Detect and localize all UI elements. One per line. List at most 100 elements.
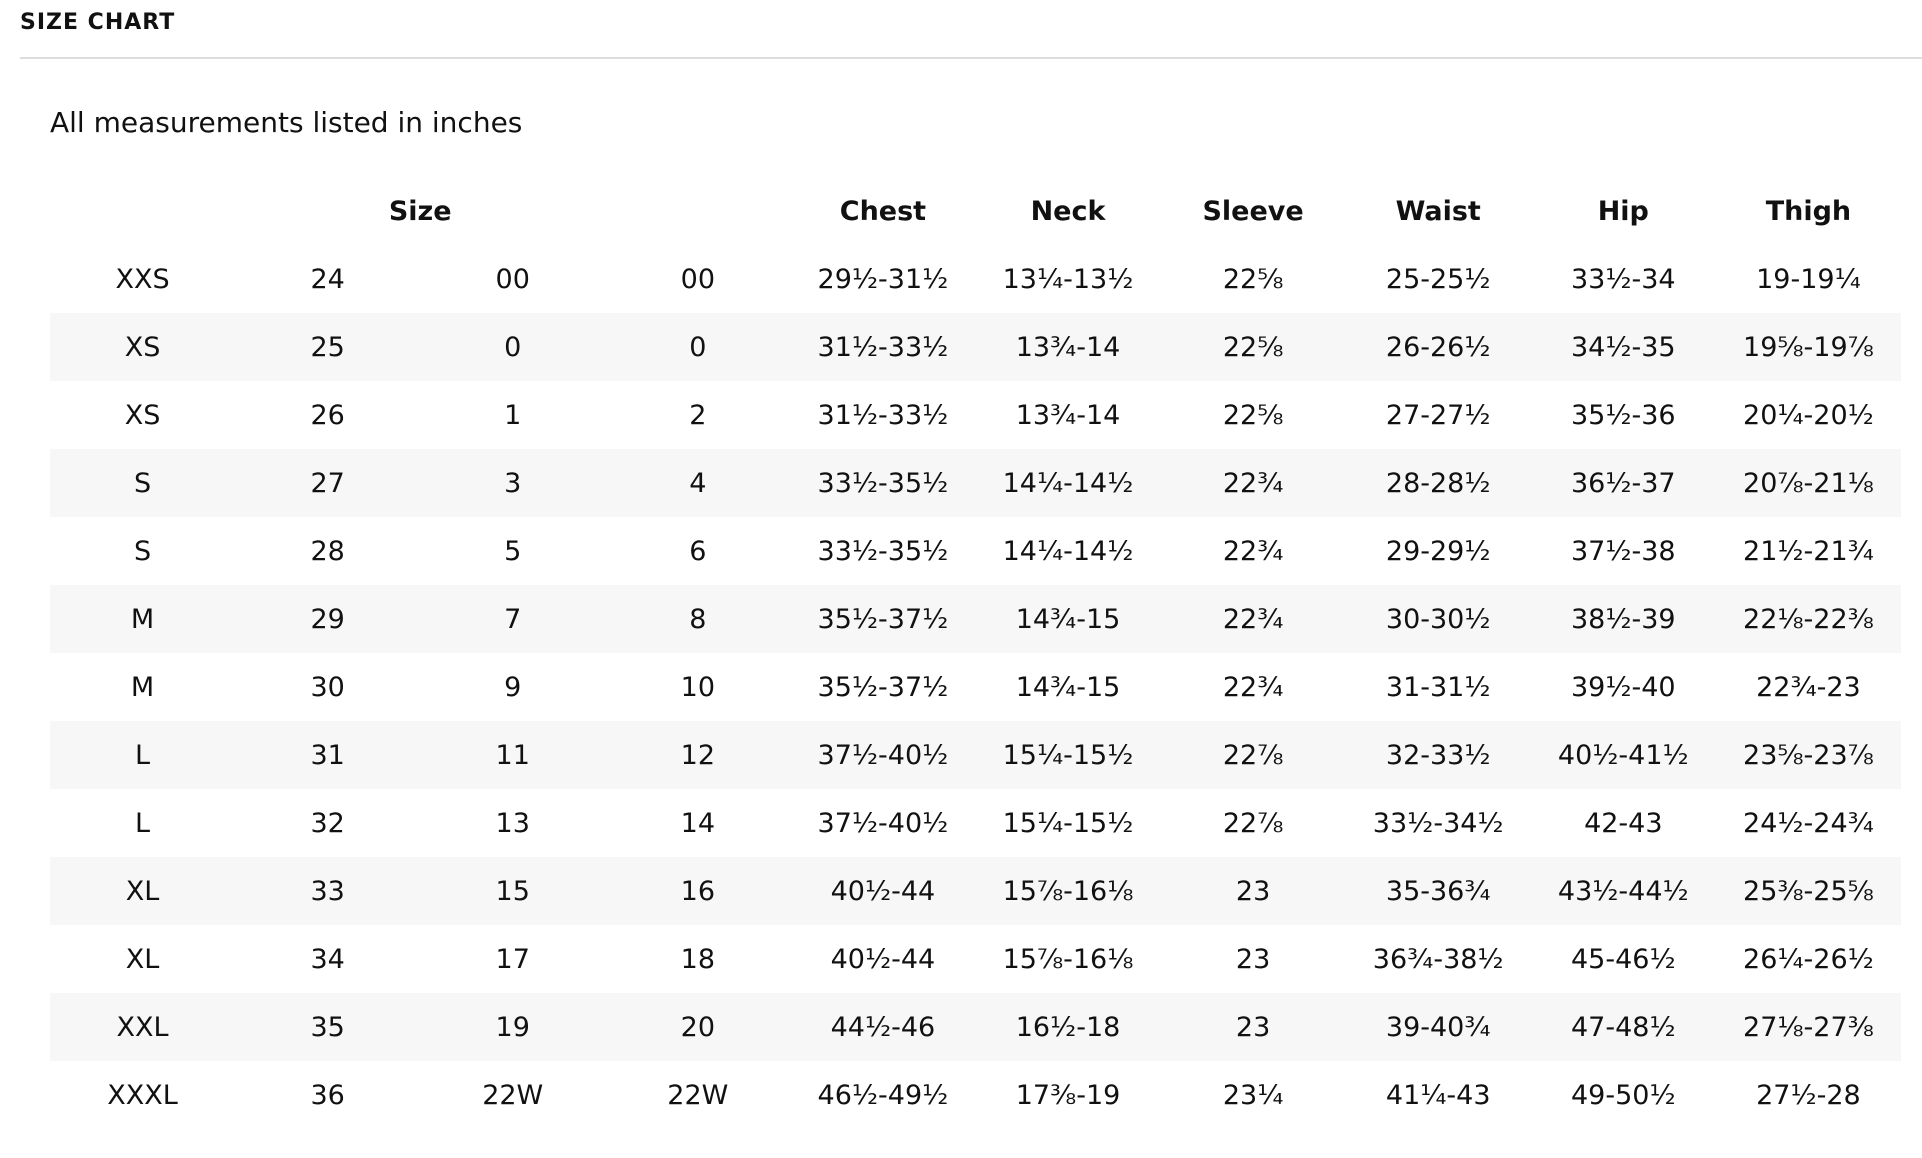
cell: 40½-41½ [1557,739,1689,771]
cell: 7 [504,603,522,635]
table-body: XXS 24 00 00 29½-31½ 13¼-13½ 22⅝ 25-25½ 33½-34 19… [50,245,1901,1129]
size-row: S 28 5 6 33½-35½ 14¼-14½ 22¾ 29-29½ 37½-38 21½-21… [50,517,1901,585]
cell: 0 [689,331,707,363]
cell: 30 [310,671,345,703]
size-row: M 29 7 8 35½-37½ 14¾-15 22¾ 30-30½ 38½-39 22⅛-22⅜ [50,585,1901,653]
cell: 00 [680,263,715,295]
cell: 14 [680,807,715,839]
cell: 33½-35½ [817,535,949,567]
cell: 4 [689,467,707,499]
cell: 13¾-14 [1015,399,1121,431]
cell: 25 [310,331,345,363]
cell: 36 [310,1079,345,1111]
cell: 8 [689,603,707,635]
cell: 24 [310,263,345,295]
cell: 10 [680,671,715,703]
size-row: XS 25 0 0 31½-33½ 13¾-14 22⅝ 26-26½ 34½-35 19⅝-19… [50,313,1901,381]
cell: 35½-37½ [817,671,949,703]
cell: 37½-40½ [817,807,949,839]
cell: 41¼-43 [1385,1079,1491,1111]
cell: 16½-18 [1015,1011,1121,1043]
cell: 14¾-15 [1015,603,1121,635]
cell: 28 [310,535,345,567]
cell: 15 [495,875,530,907]
cell: 20⅞-21⅛ [1743,467,1874,499]
column-header: Hip [1597,195,1649,227]
cell: 1 [504,399,522,431]
cell: 22⅝ [1222,331,1284,363]
cell: 23 [1235,943,1271,975]
cell: 32-33½ [1385,739,1491,771]
cell: 22⅞ [1222,739,1284,771]
cell: 20¼-20½ [1743,399,1874,431]
cell: 2 [689,399,707,431]
cell: 25-25½ [1385,263,1491,295]
size-row: S 27 3 4 33½-35½ 14¼-14½ 22¾ 28-28½ 36½-37 20⅞-21… [50,449,1901,517]
cell: M [130,603,155,635]
cell: 22¾ [1222,603,1284,635]
divider [20,57,1922,59]
cell: 47-48½ [1570,1011,1676,1043]
cell: 22⅝ [1222,399,1284,431]
cell: 9 [504,671,522,703]
cell: 29-29½ [1385,535,1491,567]
cell: XXL [116,1011,169,1043]
size-row: M 30 9 10 35½-37½ 14¾-15 22¾ 31-31½ 39½-40 22¾-23 [50,653,1901,721]
cell: 14¼-14½ [1002,535,1134,567]
cell: XS [124,399,161,431]
cell: S [133,535,152,567]
cell: XL [125,943,160,975]
cell: 36½-37 [1570,467,1676,499]
cell: 13 [495,807,530,839]
cell: S [133,467,152,499]
cell: 31½-33½ [817,399,949,431]
table-head: Size Chest Neck Sleeve Waist Hip Thigh [50,177,1901,245]
cell: 22¾-23 [1756,671,1861,703]
cell: 27-27½ [1385,399,1491,431]
header-row: Size Chest Neck Sleeve Waist Hip Thigh [50,177,1901,245]
cell: 37½-38 [1570,535,1676,567]
cell: L [135,807,151,839]
cell: 22⅝ [1222,263,1284,295]
cell: 20 [680,1011,715,1043]
cell: 44½-46 [830,1011,936,1043]
cell: 26-26½ [1385,331,1491,363]
cell: 35½-37½ [817,603,949,635]
cell: 15¼-15½ [1002,807,1134,839]
cell: 22¾ [1222,671,1284,703]
cell: 17 [495,943,530,975]
cell: 0 [504,331,522,363]
cell: 27½-28 [1756,1079,1861,1111]
cell: XXS [115,263,170,295]
cell: 23¼ [1222,1079,1284,1111]
column-header: Size [388,195,452,227]
cell: 35 [310,1011,345,1043]
cell: 00 [495,263,530,295]
cell: 14¼-14½ [1002,467,1134,499]
cell: 18 [680,943,715,975]
cell: 11 [495,739,530,771]
cell: 13¾-14 [1015,331,1121,363]
size-table: Size Chest Neck Sleeve Waist Hip Thigh XXS 24 00… [50,177,1901,1129]
cell: 19-19¼ [1756,263,1861,295]
cell: 38½-39 [1570,603,1676,635]
size-row: XS 26 1 2 31½-33½ 13¾-14 22⅝ 27-27½ 35½-36 20¼-20… [50,381,1901,449]
cell: 33½-35½ [817,467,949,499]
cell: 32 [310,807,345,839]
cell: L [135,739,151,771]
cell: 29 [310,603,345,635]
cell: 12 [680,739,715,771]
cell: 31½-33½ [817,331,949,363]
cell: 40½-44 [830,875,936,907]
cell: 26¼-26½ [1743,943,1874,975]
cell: 27⅛-27⅜ [1743,1011,1874,1043]
cell: 22⅛-22⅜ [1743,603,1874,635]
cell: 42-43 [1584,807,1663,839]
cell: 13¼-13½ [1002,263,1134,295]
cell: 22W [482,1079,544,1111]
cell: 15⅞-16⅛ [1002,943,1134,975]
subtitle: All measurements listed in inches [50,106,523,139]
cell: 25⅜-25⅝ [1743,875,1874,907]
